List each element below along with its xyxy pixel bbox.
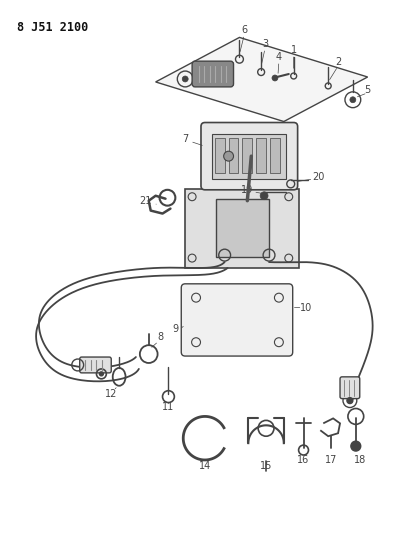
Bar [212,134,286,179]
Text: 13: 13 [87,364,100,374]
Bar [215,139,225,173]
Text: 8 J51 2100: 8 J51 2100 [16,21,88,34]
Circle shape [100,372,103,376]
Circle shape [351,441,361,451]
Circle shape [347,398,353,403]
Text: 7: 7 [182,134,188,144]
Text: 1: 1 [291,45,297,55]
Circle shape [260,192,268,200]
FancyBboxPatch shape [80,357,111,373]
Text: 19: 19 [241,185,254,195]
Circle shape [182,76,188,82]
FancyBboxPatch shape [192,61,234,87]
Text: 21: 21 [140,196,152,206]
Text: 17: 17 [325,455,337,465]
Text: 9: 9 [172,325,178,334]
Circle shape [224,151,234,161]
Text: 4: 4 [276,52,282,62]
Bar [185,189,299,268]
Circle shape [350,97,356,103]
Bar [270,139,280,173]
FancyBboxPatch shape [216,199,269,257]
Text: 12: 12 [105,389,118,399]
FancyBboxPatch shape [181,284,293,356]
Bar [256,139,266,173]
Text: 18: 18 [354,455,366,465]
Text: 6: 6 [241,26,248,36]
Text: 16: 16 [298,455,310,465]
Text: 14: 14 [199,461,211,471]
Text: 20: 20 [312,172,324,182]
Bar [228,139,238,173]
Text: 8: 8 [158,332,164,342]
Circle shape [272,75,278,81]
FancyBboxPatch shape [201,123,298,190]
Text: 2: 2 [335,57,341,67]
Text: 10: 10 [300,303,313,312]
Text: 15: 15 [260,461,272,471]
Text: 5: 5 [364,85,371,95]
Bar [242,139,252,173]
Polygon shape [156,37,368,122]
FancyBboxPatch shape [340,377,360,399]
Text: 11: 11 [162,401,174,411]
Text: 3: 3 [262,39,268,50]
